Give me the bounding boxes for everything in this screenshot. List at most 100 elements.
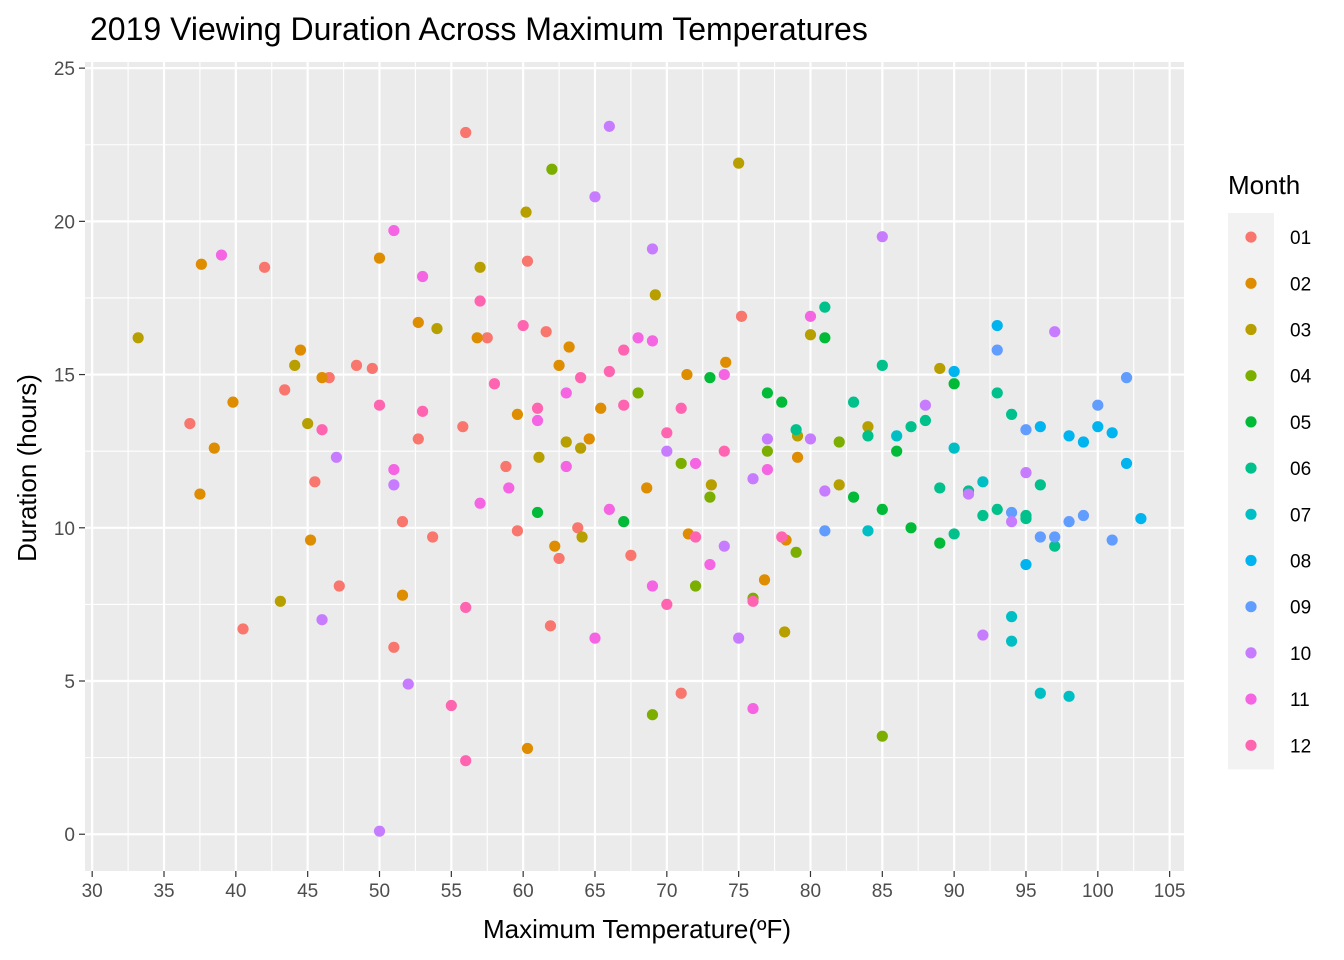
x-tick-label: 80 <box>800 881 821 902</box>
legend-key-month-05 <box>1245 416 1257 428</box>
data-point-month-05 <box>704 372 716 384</box>
data-point-month-04 <box>546 163 558 175</box>
y-axis-title: Duration (hours) <box>12 374 42 562</box>
data-point-month-06 <box>819 301 831 313</box>
data-point-month-11 <box>603 503 615 516</box>
data-point-month-05 <box>618 516 630 528</box>
data-point-month-06 <box>991 387 1003 399</box>
data-point-month-10 <box>589 191 601 203</box>
data-point-month-12 <box>474 295 486 307</box>
x-tick-label: 85 <box>872 881 893 902</box>
data-point-month-10 <box>316 614 328 626</box>
data-point-month-04 <box>704 491 716 503</box>
data-point-month-11 <box>503 482 515 494</box>
data-point-month-06 <box>847 396 860 408</box>
legend-label-month-11: 11 <box>1290 690 1310 711</box>
data-point-month-01 <box>457 421 469 433</box>
data-point-month-10 <box>747 473 759 485</box>
data-point-month-08 <box>1020 558 1032 571</box>
data-point-month-09 <box>1034 531 1046 543</box>
data-point-month-11 <box>646 335 659 347</box>
data-point-month-01 <box>460 126 472 139</box>
data-point-month-02 <box>641 482 653 494</box>
data-point-month-03 <box>575 442 587 454</box>
data-point-month-03 <box>779 626 791 638</box>
legend-label-month-07: 07 <box>1290 505 1311 526</box>
data-point-month-10 <box>402 678 414 690</box>
data-point-month-08 <box>1135 512 1147 525</box>
y-tick-label: 5 <box>64 672 75 693</box>
y-tick-label: 15 <box>54 366 75 387</box>
data-point-month-02 <box>195 258 207 270</box>
data-point-month-12 <box>675 402 687 414</box>
legend-key-month-10 <box>1245 647 1257 659</box>
data-point-month-10 <box>1006 516 1018 528</box>
data-point-month-12 <box>316 424 328 436</box>
data-point-month-11 <box>560 387 572 399</box>
data-point-month-09 <box>1092 399 1104 411</box>
data-point-month-10 <box>761 433 773 445</box>
data-point-month-11 <box>718 368 730 381</box>
data-point-month-03 <box>560 436 572 448</box>
data-point-month-01 <box>544 620 557 632</box>
data-point-month-10 <box>388 479 400 491</box>
data-point-month-05 <box>876 503 888 516</box>
data-point-month-05 <box>776 396 788 408</box>
legend-key-month-06 <box>1245 462 1257 474</box>
data-point-month-11 <box>761 463 773 476</box>
data-point-month-04 <box>833 436 845 448</box>
legend-label-month-08: 08 <box>1290 552 1311 573</box>
data-point-month-01 <box>396 516 409 528</box>
data-point-month-12 <box>618 344 630 356</box>
legend-label-month-05: 05 <box>1290 413 1311 434</box>
data-point-month-03 <box>274 595 286 607</box>
data-point-month-01 <box>735 310 748 322</box>
legend-key-background <box>1228 213 1274 770</box>
data-point-month-11 <box>689 457 702 470</box>
data-point-month-03 <box>649 289 661 301</box>
data-point-month-12 <box>689 531 702 543</box>
data-point-month-06 <box>905 421 917 433</box>
data-point-month-01 <box>675 687 687 699</box>
x-tick-label: 50 <box>369 881 390 902</box>
data-point-month-09 <box>1120 372 1133 384</box>
data-point-month-01 <box>366 362 378 375</box>
data-point-month-02 <box>412 316 424 329</box>
x-tick-label: 75 <box>728 881 749 902</box>
data-point-month-06 <box>919 414 932 427</box>
data-point-month-02 <box>471 332 483 344</box>
legend-key-month-11 <box>1245 693 1257 705</box>
data-point-month-08 <box>1106 427 1118 439</box>
y-tick-label: 0 <box>64 825 75 846</box>
data-point-month-05 <box>761 387 773 399</box>
x-tick-label: 65 <box>584 881 605 902</box>
data-point-month-01 <box>553 552 565 565</box>
data-point-month-07 <box>1006 611 1018 623</box>
data-point-month-05 <box>948 378 960 390</box>
data-point-month-04 <box>761 445 773 457</box>
data-point-month-09 <box>1049 531 1061 543</box>
data-point-month-03 <box>804 329 817 341</box>
data-point-month-02 <box>720 356 732 368</box>
data-point-month-02 <box>373 252 386 264</box>
plot-area: 30 35 40 45 50 55 60 65 70 75 80 85 90 95 100 105 0 5 10 15… <box>54 59 1186 902</box>
data-point-month-03 <box>474 261 486 273</box>
data-point-month-01 <box>572 522 584 534</box>
data-point-month-03 <box>576 531 588 543</box>
data-point-month-10 <box>962 488 975 500</box>
data-point-month-04 <box>790 546 802 558</box>
data-point-month-01 <box>388 641 400 653</box>
data-point-month-10 <box>804 433 817 445</box>
legend-label-month-12: 12 <box>1290 736 1311 757</box>
data-point-month-03 <box>431 323 443 335</box>
data-point-month-12 <box>488 378 501 390</box>
data-point-month-01 <box>350 359 363 371</box>
data-point-month-12 <box>531 402 544 414</box>
data-point-month-10 <box>603 120 615 132</box>
data-point-month-10 <box>819 485 831 497</box>
data-point-month-06 <box>977 509 989 522</box>
data-point-month-10 <box>373 825 386 837</box>
data-point-month-01 <box>412 433 424 445</box>
x-tick-label: 30 <box>82 881 103 902</box>
legend-label-month-09: 09 <box>1290 598 1311 619</box>
